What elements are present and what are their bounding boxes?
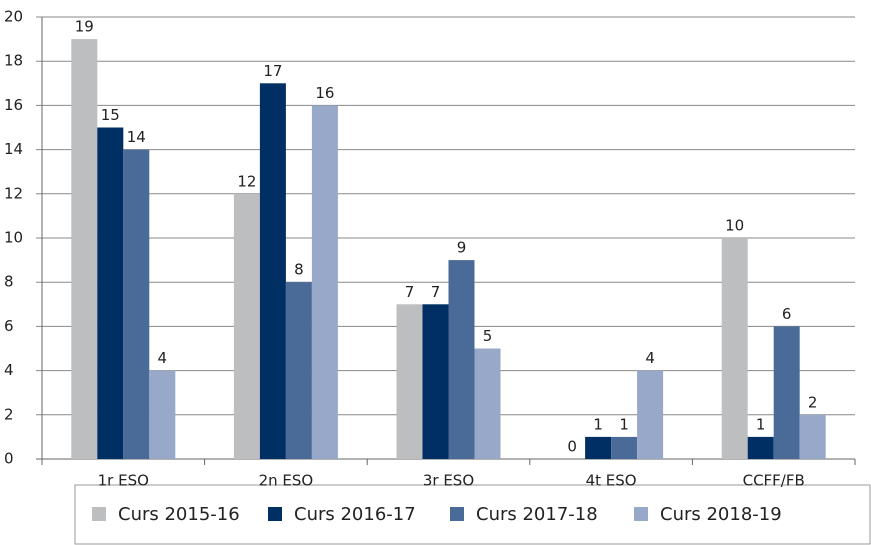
bar [233, 193, 260, 460]
bar [311, 105, 338, 460]
y-tick-label: 18 [4, 52, 23, 70]
y-tick-label: 14 [4, 140, 23, 158]
y-tick-label: 12 [4, 184, 23, 202]
data-label: 1 [593, 415, 603, 433]
bar [97, 127, 124, 459]
data-label: 0 [567, 438, 577, 456]
data-label: 9 [457, 239, 467, 257]
y-tick-label: 4 [4, 361, 14, 379]
data-label: 4 [645, 349, 655, 367]
legend-label: Curs 2016-17 [294, 504, 416, 525]
data-label: 17 [263, 62, 282, 80]
legend-box [74, 484, 871, 545]
data-label: 1 [756, 415, 766, 433]
y-tick-label: 16 [4, 96, 23, 114]
data-label: 1 [619, 415, 629, 433]
x-tick-label: 2n ESO [259, 472, 314, 490]
bar [71, 39, 98, 459]
bar [799, 414, 826, 459]
bar [637, 370, 664, 459]
bar [585, 436, 612, 459]
x-tick-label: 4t ESO [586, 472, 637, 490]
data-label: 7 [431, 283, 441, 301]
bar [611, 436, 638, 459]
bar [721, 238, 748, 459]
legend-swatch [450, 507, 464, 521]
bar [773, 326, 800, 459]
x-tick-label: 1r ESO [98, 472, 149, 490]
x-tick-label: CCFF/FB [743, 472, 805, 490]
data-label: 15 [101, 106, 120, 124]
x-tick-label: 3r ESO [423, 472, 474, 490]
bar [149, 370, 176, 459]
legend: Curs 2015-16 Curs 2016-17 Curs 2017-18 Curs… [92, 504, 782, 525]
bar [396, 304, 423, 459]
bar [448, 260, 475, 459]
y-tick-label: 0 [4, 450, 14, 468]
y-tick-label: 6 [4, 317, 14, 335]
y-tick-label: 2 [4, 405, 14, 423]
data-label: 16 [315, 84, 334, 102]
legend-label: Curs 2017-18 [476, 504, 598, 525]
data-label: 6 [782, 305, 792, 323]
bar [285, 282, 312, 459]
legend-swatch [634, 507, 648, 521]
legend-swatch [92, 507, 106, 521]
y-tick-label: 10 [4, 229, 23, 247]
legend-label: Curs 2015-16 [118, 504, 240, 525]
legend-swatch [268, 507, 282, 521]
bar [474, 348, 501, 459]
bar [747, 436, 774, 459]
legend-label: Curs 2018-19 [660, 504, 782, 525]
bar [422, 304, 449, 459]
data-label: 7 [405, 283, 415, 301]
data-label: 12 [237, 172, 256, 190]
bar [259, 83, 286, 460]
data-label: 5 [483, 327, 493, 345]
data-label: 10 [725, 217, 744, 235]
data-label: 4 [158, 349, 168, 367]
y-tick-label: 20 [4, 8, 23, 26]
bar [123, 149, 150, 459]
data-label: 19 [75, 18, 94, 36]
data-label: 2 [808, 393, 818, 411]
data-label: 14 [127, 128, 146, 146]
data-label: 8 [294, 261, 304, 279]
y-tick-label: 8 [4, 273, 14, 291]
